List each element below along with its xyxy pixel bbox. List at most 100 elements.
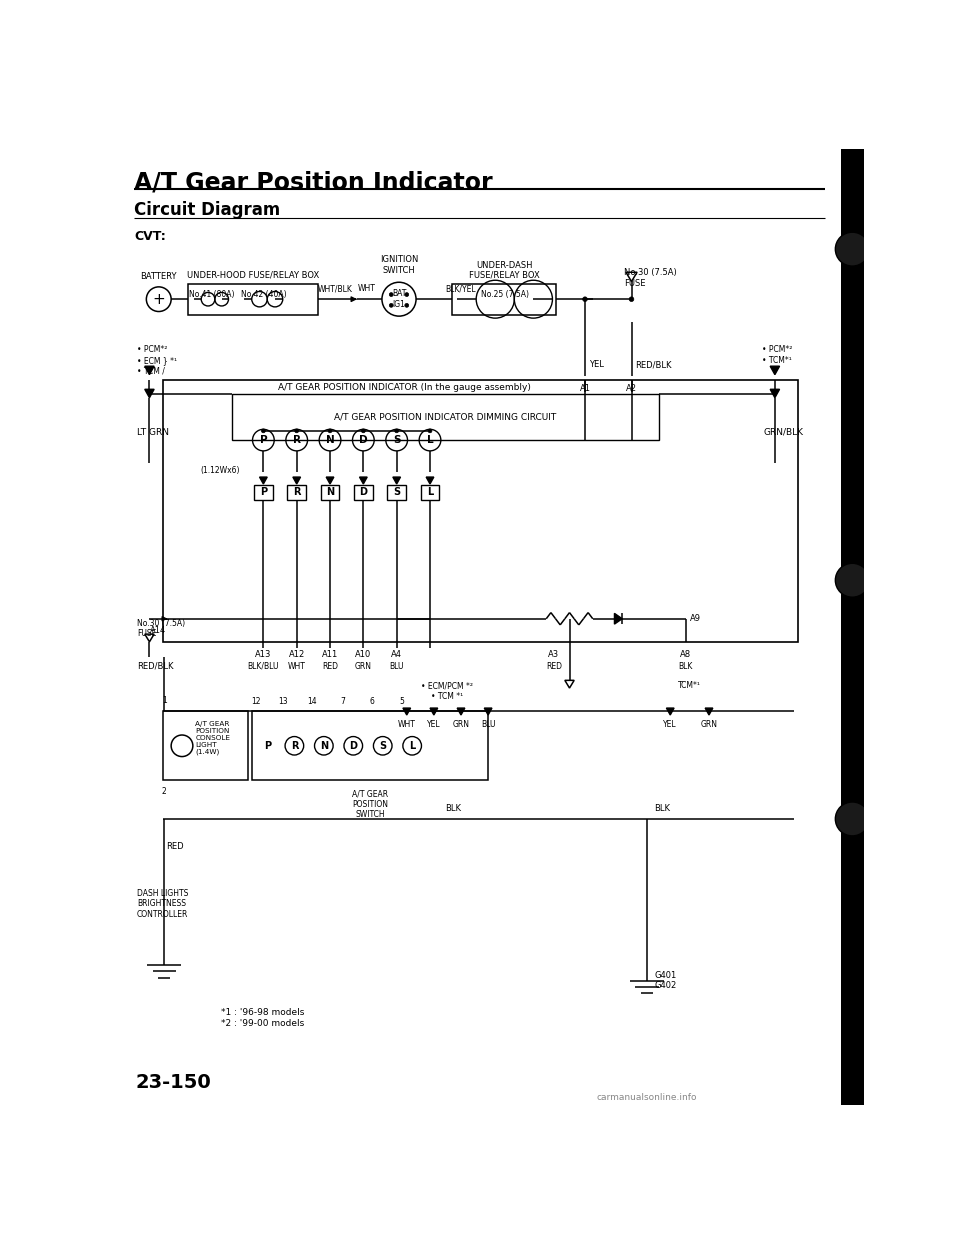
Text: YEL: YEL (588, 360, 604, 369)
Text: A14: A14 (150, 626, 166, 636)
Text: A13: A13 (255, 650, 272, 658)
Text: GRN: GRN (355, 662, 372, 671)
Text: GRN: GRN (452, 719, 469, 729)
Polygon shape (145, 366, 155, 375)
Text: A11: A11 (322, 650, 338, 658)
Text: GRN/BLK: GRN/BLK (763, 428, 804, 437)
Text: WHT: WHT (397, 719, 416, 729)
Text: WHT: WHT (357, 284, 375, 293)
Text: YEL: YEL (663, 719, 677, 729)
Bar (321, 484, 339, 501)
Text: 13: 13 (278, 697, 288, 705)
Text: *1 : '96-98 models: *1 : '96-98 models (221, 1007, 304, 1017)
Text: R: R (291, 740, 299, 751)
Text: 2: 2 (162, 786, 166, 796)
Text: +: + (153, 292, 165, 307)
Text: A12: A12 (289, 650, 305, 658)
Text: LT GRN: LT GRN (137, 428, 169, 437)
Circle shape (428, 428, 432, 432)
Text: UNDER-HOOD FUSE/RELAY BOX: UNDER-HOOD FUSE/RELAY BOX (187, 271, 320, 279)
Text: *2 : '99-00 models: *2 : '99-00 models (221, 1020, 304, 1028)
Text: S: S (393, 435, 400, 445)
Text: A/T GEAR POSITION INDICATOR (In the gauge assembly): A/T GEAR POSITION INDICATOR (In the gaug… (277, 383, 531, 392)
Text: WHT/BLK: WHT/BLK (318, 284, 353, 293)
Text: IGNITION
SWITCH: IGNITION SWITCH (380, 255, 419, 274)
Text: A8: A8 (681, 650, 691, 658)
Text: A/T Gear Position Indicator: A/T Gear Position Indicator (134, 170, 492, 195)
Text: D: D (359, 435, 368, 445)
Text: P: P (264, 740, 271, 751)
Bar (252, 712, 488, 780)
Text: A/T GEAR
POSITION
SWITCH: A/T GEAR POSITION SWITCH (352, 790, 388, 820)
Bar (420, 484, 440, 501)
Text: BAT
IG1: BAT IG1 (392, 289, 406, 309)
Text: A4: A4 (391, 650, 402, 658)
Text: A9: A9 (689, 615, 701, 623)
Text: L: L (426, 435, 433, 445)
Bar (254, 484, 273, 501)
Text: L: L (427, 487, 433, 498)
Text: No.30 (7.5A)
FUSE: No.30 (7.5A) FUSE (624, 268, 677, 288)
Polygon shape (259, 477, 267, 484)
Text: BLK: BLK (445, 804, 461, 812)
Polygon shape (457, 708, 465, 715)
Text: L: L (409, 740, 416, 751)
Text: BLU: BLU (481, 719, 495, 729)
Polygon shape (359, 477, 367, 484)
Text: GRN: GRN (701, 719, 717, 729)
Circle shape (835, 802, 870, 836)
Text: TCM*¹: TCM*¹ (678, 681, 701, 691)
Text: P: P (260, 487, 267, 498)
Text: YEL: YEL (427, 719, 441, 729)
Text: No.25 (7.5A): No.25 (7.5A) (481, 289, 529, 299)
Polygon shape (770, 389, 780, 397)
Circle shape (361, 428, 366, 432)
Polygon shape (293, 477, 300, 484)
Text: No.30 (7.5A)
FUSE: No.30 (7.5A) FUSE (137, 619, 185, 638)
Circle shape (390, 293, 394, 297)
Text: A/T GEAR POSITION INDICATOR DIMMING CIRCUIT: A/T GEAR POSITION INDICATOR DIMMING CIRC… (334, 412, 557, 421)
Text: D: D (349, 740, 357, 751)
Bar (188, 283, 319, 314)
Circle shape (405, 293, 409, 297)
Text: 14: 14 (307, 697, 317, 705)
Text: S: S (379, 740, 386, 751)
Polygon shape (430, 708, 438, 715)
Bar (452, 283, 557, 314)
Text: BLK/BLU: BLK/BLU (248, 662, 279, 671)
Bar (354, 484, 372, 501)
Text: WHT: WHT (288, 662, 305, 671)
Polygon shape (484, 708, 492, 715)
Bar (162, 712, 248, 780)
Text: DASH LIGHTS
BRIGHTNESS
CONTROLLER: DASH LIGHTS BRIGHTNESS CONTROLLER (137, 889, 188, 919)
Polygon shape (706, 708, 713, 715)
Polygon shape (666, 708, 674, 715)
Text: 23-150: 23-150 (135, 1073, 211, 1092)
Text: BLK/YEL: BLK/YEL (445, 284, 476, 293)
Text: No.42 (40A): No.42 (40A) (241, 289, 286, 299)
Polygon shape (393, 477, 400, 484)
Text: 6: 6 (370, 697, 374, 705)
Text: (1.12Wx6): (1.12Wx6) (201, 467, 240, 476)
Text: • PCM*²
• ECM } *¹
• TCM /: • PCM*² • ECM } *¹ • TCM / (137, 345, 177, 375)
Text: A1: A1 (580, 384, 590, 392)
Text: P: P (259, 435, 267, 445)
Bar (287, 484, 306, 501)
Text: S: S (393, 487, 400, 498)
Text: RED/BLK: RED/BLK (137, 661, 174, 671)
Text: A10: A10 (355, 650, 372, 658)
Text: carmanualsonline.info: carmanualsonline.info (597, 1093, 697, 1103)
Circle shape (405, 303, 409, 307)
Text: BLU: BLU (390, 662, 404, 671)
Text: 7: 7 (340, 697, 345, 705)
Text: A2: A2 (626, 384, 637, 392)
Polygon shape (426, 477, 434, 484)
Text: N: N (325, 435, 334, 445)
Bar (388, 484, 406, 501)
Text: No.41 (80A): No.41 (80A) (189, 289, 234, 299)
Bar (232, 394, 659, 440)
Text: A/T GEAR
POSITION
CONSOLE
LIGHT
(1.4W): A/T GEAR POSITION CONSOLE LIGHT (1.4W) (195, 720, 230, 755)
Polygon shape (614, 614, 622, 625)
Text: R: R (293, 487, 300, 498)
Text: N: N (326, 487, 334, 498)
